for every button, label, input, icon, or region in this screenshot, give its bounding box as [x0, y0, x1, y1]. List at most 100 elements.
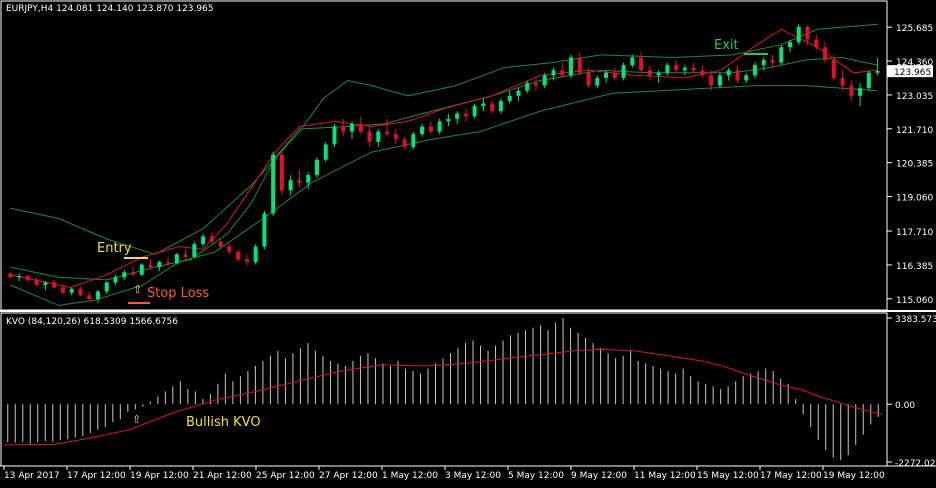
candle-body — [420, 126, 425, 135]
candle-body — [507, 95, 512, 101]
candle-body — [665, 65, 670, 73]
time-tick-label: 17 Apr 12:00 — [67, 471, 126, 481]
candle-body — [34, 279, 39, 285]
price-tick-label: 123.035 — [896, 92, 933, 102]
candle-body — [761, 60, 766, 66]
candle-body — [60, 287, 65, 293]
candle-body — [490, 103, 495, 112]
candle-body — [735, 70, 740, 81]
candle-body — [262, 213, 267, 247]
candle-body — [612, 72, 617, 78]
candle-body — [770, 60, 775, 63]
candle-body — [131, 272, 136, 275]
candle-body — [314, 159, 319, 176]
candle-body — [840, 77, 845, 86]
time-tick-label: 17 May 12:00 — [760, 471, 822, 481]
candle-body — [700, 70, 705, 76]
candle-body — [533, 83, 538, 86]
time-tick-label: 3 May 12:00 — [445, 471, 501, 481]
lower-band-line — [10, 85, 878, 306]
moving-average-line — [10, 28, 878, 289]
candle-body — [43, 282, 48, 285]
candle-body — [796, 26, 801, 43]
candle-body — [639, 57, 644, 71]
time-tick-label: 27 Apr 12:00 — [319, 471, 378, 481]
candle-body — [209, 236, 214, 242]
entry-arrow-icon: ⇧ — [133, 283, 142, 296]
kvo-panel-frame — [0, 312, 888, 467]
candle-body — [463, 113, 468, 117]
candle-body — [551, 70, 556, 76]
time-tick-label: 19 Apr 12:00 — [130, 471, 189, 481]
current-price-box — [887, 65, 933, 78]
candle-body — [52, 282, 57, 288]
upper-band-line — [10, 23, 878, 255]
time-tick-label: 15 May 12:00 — [697, 471, 759, 481]
time-tick-label: 1 May 12:00 — [382, 471, 438, 481]
candle-body — [95, 291, 100, 300]
kvo-arrow-icon: ⇧ — [132, 413, 141, 426]
candle-body — [358, 123, 363, 132]
candle-body — [788, 42, 793, 48]
kvo-signal-line — [3, 348, 883, 446]
candle-body — [542, 75, 547, 86]
price-tick-label: 121.710 — [896, 126, 933, 136]
candle-body — [577, 57, 582, 73]
candle-body — [516, 90, 521, 96]
candle-body — [849, 85, 854, 96]
candle-body — [236, 251, 241, 260]
candle-body — [805, 26, 810, 40]
entry-label: Entry — [97, 241, 132, 256]
candle-body — [174, 254, 179, 264]
candle-body — [411, 134, 416, 147]
time-tick-label: 25 Apr 12:00 — [256, 471, 315, 481]
candle-body — [306, 175, 311, 183]
candle-body — [472, 106, 477, 117]
candle-body — [674, 65, 679, 71]
candle-body — [656, 72, 661, 76]
candle-body — [297, 180, 302, 183]
candle-body — [691, 67, 696, 71]
candle-body — [17, 276, 22, 278]
candle-body — [726, 70, 731, 76]
time-tick-label: 21 Apr 12:00 — [193, 471, 252, 481]
candle-body — [595, 77, 600, 86]
candle-body — [8, 273, 13, 278]
kvo-tick-label: 0.00 — [895, 401, 915, 411]
candle-body — [402, 139, 407, 147]
candle-body — [498, 100, 503, 112]
time-tick-label: 11 May 12:00 — [634, 471, 696, 481]
candle-body — [779, 47, 784, 63]
candle-body — [393, 134, 398, 140]
price-tick-label: 125.685 — [896, 24, 933, 34]
candle-body — [682, 67, 687, 71]
candle-body — [148, 264, 153, 268]
candle-body — [428, 126, 433, 132]
candle-body — [823, 47, 828, 61]
candle-body — [604, 72, 609, 78]
candle-body — [621, 65, 626, 78]
candle-body — [192, 244, 197, 257]
candle-body — [814, 39, 819, 48]
candle-body — [271, 154, 276, 214]
time-tick-label: 9 May 12:00 — [571, 471, 627, 481]
candle-body — [122, 272, 127, 278]
price-tick-label: 117.710 — [896, 228, 933, 238]
stop-loss-label: Stop Loss — [147, 286, 209, 301]
candle-body — [157, 261, 162, 268]
price-chart-title: EURJPY,H4 124.081 124.140 123.870 123.96… — [6, 4, 214, 14]
kvo-tick-label: -2272.0204 — [895, 459, 936, 469]
candle-body — [113, 277, 118, 283]
price-tick-label: 116.385 — [896, 262, 933, 272]
candle-body — [332, 126, 337, 145]
candle-body — [227, 246, 232, 252]
candle-body — [569, 57, 574, 76]
candle-body — [709, 75, 714, 86]
candle-body — [87, 295, 92, 300]
candle-body — [183, 254, 188, 257]
candle-body — [341, 126, 346, 132]
price-tick-label: 120.385 — [896, 160, 933, 170]
price-tick-label: 124.360 — [896, 58, 933, 68]
candle-body — [201, 236, 206, 245]
